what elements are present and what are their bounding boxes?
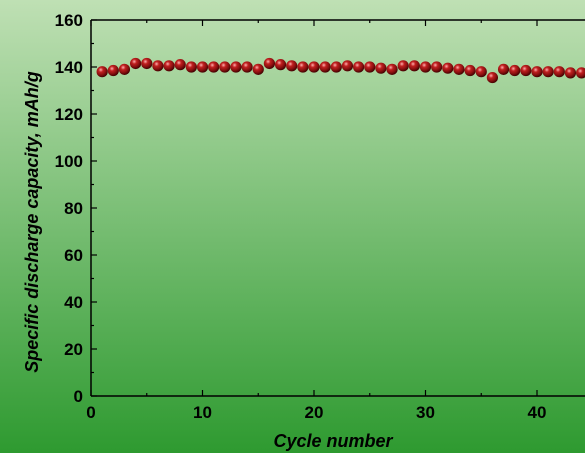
data-point (308, 61, 320, 73)
x-axis-title: Cycle number (273, 431, 393, 451)
y-tick-label: 80 (64, 199, 83, 218)
data-point (553, 66, 565, 78)
tick-labels: 0 20 40 60 80 100 120 140 160 0 10 20 30 40 (55, 11, 547, 422)
axes (90, 19, 585, 397)
data-point (152, 60, 164, 72)
data-point (442, 62, 454, 74)
x-tick-label: 0 (86, 403, 95, 422)
y-tick-label: 160 (55, 11, 83, 30)
data-point (576, 67, 585, 79)
y-tick-label: 140 (55, 58, 83, 77)
data-point (263, 57, 275, 70)
x-tick-label: 30 (416, 403, 435, 422)
y-tick-label: 60 (64, 246, 83, 265)
y-tick-label: 20 (64, 340, 83, 359)
data-point (486, 71, 498, 84)
data-point (341, 60, 354, 72)
data-point (208, 61, 220, 73)
data-point (431, 61, 443, 73)
x-tick-label: 20 (305, 403, 324, 422)
data-point (497, 63, 510, 75)
data-point (464, 64, 476, 77)
data-point (520, 64, 532, 77)
data-point (274, 59, 287, 71)
y-axis-title: Specific discharge capacity, mAh/g (22, 71, 42, 372)
data-point (219, 61, 231, 73)
data-point (107, 64, 119, 77)
data-point (118, 63, 131, 75)
data-point (96, 66, 108, 78)
data-point (375, 62, 387, 74)
data-point (252, 63, 264, 75)
data-point (353, 61, 365, 73)
y-tick-label: 120 (55, 105, 83, 124)
data-point (364, 61, 376, 73)
data-point (531, 66, 543, 78)
y-tick-label: 40 (64, 293, 83, 312)
data-point (297, 61, 309, 73)
data-point (542, 66, 554, 78)
data-point (453, 63, 465, 75)
data-point (174, 59, 186, 71)
data-point (185, 61, 197, 73)
x-tick-label: 10 (193, 403, 212, 422)
data-point (230, 61, 242, 73)
x-tick-label: 40 (528, 403, 547, 422)
data-point (163, 60, 175, 72)
data-point (286, 60, 298, 72)
data-points (96, 57, 585, 84)
data-point (319, 61, 331, 73)
data-point (241, 61, 253, 73)
data-point (330, 61, 342, 73)
data-point (196, 61, 209, 73)
data-point (564, 67, 577, 79)
data-point (419, 61, 432, 73)
y-tick-label: 0 (74, 387, 83, 406)
data-point (475, 66, 487, 78)
y-tick-label: 100 (55, 152, 83, 171)
data-point (397, 60, 409, 72)
data-point (386, 63, 398, 75)
data-point (408, 60, 420, 72)
data-point (130, 57, 142, 70)
data-point (141, 57, 153, 70)
data-point (509, 64, 521, 77)
